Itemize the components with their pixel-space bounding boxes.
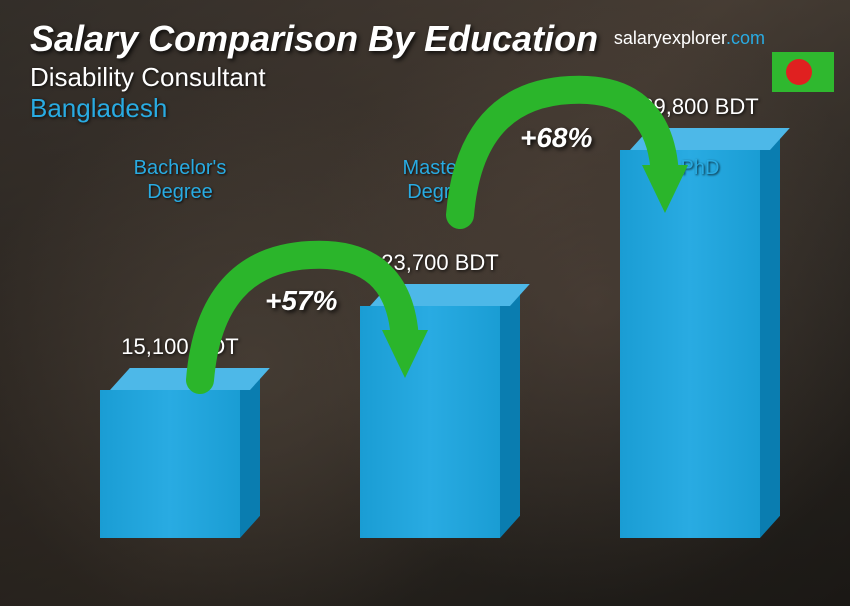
- bar-chart: 15,100 BDT Bachelor'sDegree 23,700 BDT M…: [70, 150, 790, 586]
- source-attribution: salaryexplorer.com: [614, 28, 765, 49]
- increase-percent: +57%: [265, 285, 337, 317]
- increase-arrow-0: [160, 230, 440, 410]
- increase-arrow-1: [420, 65, 700, 245]
- country-flag: [772, 52, 834, 92]
- increase-percent: +68%: [520, 122, 592, 154]
